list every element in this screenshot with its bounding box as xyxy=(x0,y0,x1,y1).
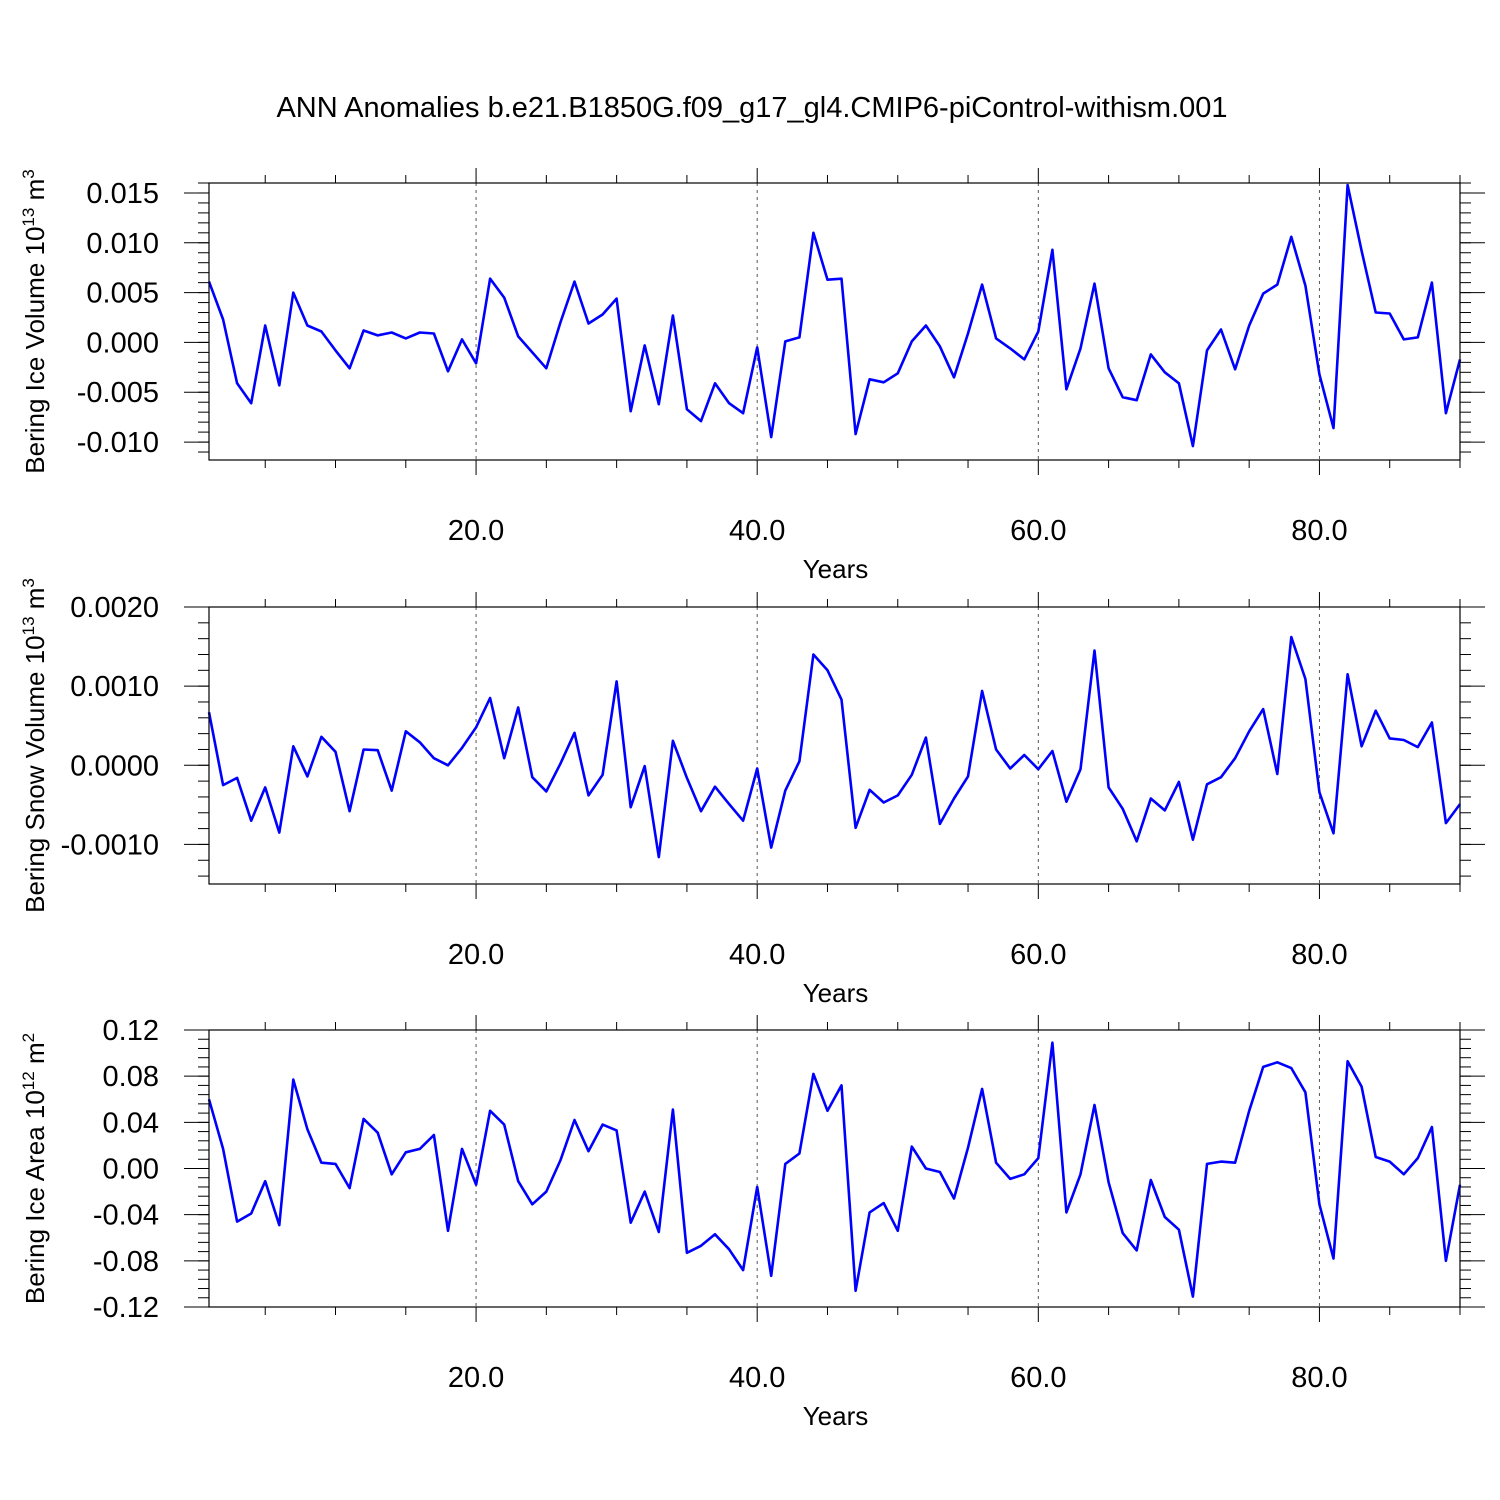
x-axis-label: Years xyxy=(803,1401,869,1431)
y-axis-label-text: Bering Ice Area 10 xyxy=(20,1090,50,1304)
y-tick-label: -0.0010 xyxy=(61,829,159,861)
x-tick-label: 20.0 xyxy=(448,939,504,971)
x-tick-label: 60.0 xyxy=(1010,1362,1066,1394)
x-tick-label: 40.0 xyxy=(729,939,785,971)
x-tick-label: 20.0 xyxy=(448,515,504,547)
y-tick-label: 0.0000 xyxy=(70,750,159,782)
series-line xyxy=(207,1041,1462,1298)
y-tick-label: -0.08 xyxy=(93,1246,159,1278)
y-axis-label-unit: m xyxy=(20,588,50,617)
y-tick-label: 0.0010 xyxy=(70,671,159,703)
series-line xyxy=(207,183,1462,448)
x-tick-label: 60.0 xyxy=(1010,515,1066,547)
y-axis-label-text: Bering Ice Volume 10 xyxy=(20,227,50,474)
x-tick-label: 80.0 xyxy=(1291,1362,1347,1394)
plot-frame xyxy=(208,606,1461,885)
y-tick-label: 0.00 xyxy=(103,1154,159,1186)
x-tick-label: 40.0 xyxy=(729,1362,785,1394)
x-axis-label: Years xyxy=(803,978,869,1008)
y-tick-label: 0.015 xyxy=(86,178,159,210)
y-axis-label-unit: m xyxy=(20,179,50,208)
y-tick-label: 0.005 xyxy=(86,278,159,310)
x-tick-label: 60.0 xyxy=(1010,939,1066,971)
y-axis-label-unit: m xyxy=(20,1042,50,1071)
x-tick-label: 20.0 xyxy=(448,1362,504,1394)
y-axis-label: Bering Ice Volume 1013 m3 xyxy=(19,169,50,473)
y-tick-label: 0.010 xyxy=(86,228,159,260)
y-tick-label: 0.08 xyxy=(103,1061,159,1093)
x-tick-label: 80.0 xyxy=(1291,939,1347,971)
y-axis-label-unit-exponent: 2 xyxy=(19,1033,38,1042)
panel-3: -0.12 -0.08 -0.04 0.00 0.04 0.08 0.12 20.0 40.0 6… xyxy=(19,1015,1485,1431)
figure-title: ANN Anomalies b.e21.B1850G.f09_g17_gl4.C… xyxy=(276,92,1227,124)
y-axis-label-unit-exponent: 3 xyxy=(19,169,38,178)
y-tick-label: -0.12 xyxy=(93,1292,159,1324)
plot-frame xyxy=(208,182,1461,461)
y-tick-label: 0.12 xyxy=(103,1015,159,1047)
plot-frame xyxy=(208,1029,1461,1308)
x-tick-label: 40.0 xyxy=(729,515,785,547)
y-tick-label: -0.04 xyxy=(93,1200,159,1232)
y-tick-label: 0.04 xyxy=(103,1107,159,1139)
y-tick-label: -0.010 xyxy=(77,427,159,459)
y-axis-label-unit-exponent: 3 xyxy=(19,578,38,587)
y-axis-label-exponent: 13 xyxy=(19,208,38,227)
y-axis-label: Bering Ice Area 1012 m2 xyxy=(19,1033,50,1304)
y-tick-label: 0.0020 xyxy=(70,592,159,624)
y-axis-label-text: Bering Snow Volume 10 xyxy=(20,635,50,913)
y-axis-label: Bering Snow Volume 1013 m3 xyxy=(19,578,50,913)
y-tick-label: -0.005 xyxy=(77,377,159,409)
series-line xyxy=(207,635,1462,859)
y-axis-label-exponent: 13 xyxy=(19,616,38,635)
y-tick-label: 0.000 xyxy=(86,327,159,359)
panel-2: -0.0010 0.0000 0.0010 0.0020 20.0 40.0 60.0 80.… xyxy=(19,578,1485,1008)
x-axis-label: Years xyxy=(803,554,869,584)
x-tick-label: 80.0 xyxy=(1291,515,1347,547)
panel-1: -0.010 -0.005 0.000 0.005 0.010 0.015 20.0 40.0… xyxy=(19,168,1485,584)
y-axis-label-exponent: 12 xyxy=(19,1071,38,1090)
